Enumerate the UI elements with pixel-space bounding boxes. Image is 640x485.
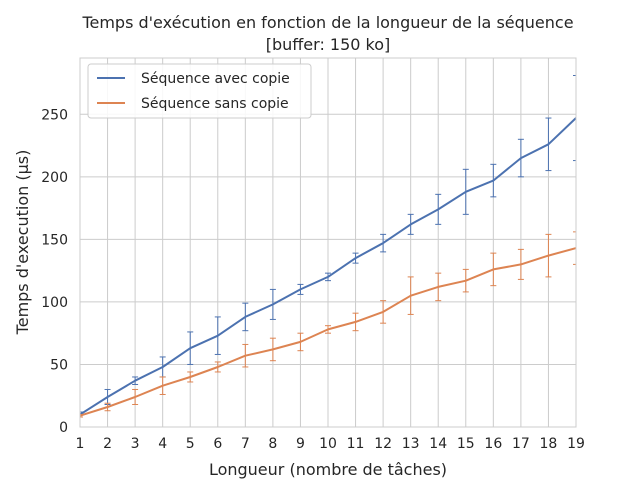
- y-tick-label: 250: [41, 107, 68, 123]
- x-tick-label: 13: [402, 436, 420, 452]
- x-tick-label: 4: [158, 436, 167, 452]
- x-tick-label: 1: [76, 436, 85, 452]
- plot-frame: [79, 57, 577, 428]
- legend-box: [87, 63, 312, 119]
- x-tick-label: 2: [103, 436, 112, 452]
- legend-label-series-1: Séquence avec copie: [141, 71, 290, 87]
- x-tick-label: 15: [457, 436, 475, 452]
- x-tick-label: 3: [131, 436, 140, 452]
- x-tick-label: 19: [567, 436, 585, 452]
- x-tick-label: 16: [484, 436, 502, 452]
- y-axis-label: Temps d'execution (µs): [13, 150, 32, 336]
- series-1: [80, 75, 576, 418]
- x-tick-label: 14: [429, 436, 447, 452]
- x-tick-label: 7: [241, 436, 250, 452]
- legend-label-series-2: Séquence sans copie: [141, 96, 289, 112]
- series-clip-group: [80, 75, 576, 418]
- tick-labels: 1 2 3 4 5 6 7 8 9 10 11 12 13 14 15 16 17 18 1905010015020…: [41, 107, 585, 452]
- series-layer: [80, 75, 576, 418]
- legend: Séquence avec copie Séquence sans copie: [87, 63, 312, 119]
- chart-subtitle: [buffer: 150 ko]: [266, 35, 391, 54]
- x-tick-label: 8: [268, 436, 277, 452]
- x-tick-label: 10: [319, 436, 337, 452]
- y-tick-label: 0: [59, 420, 68, 436]
- y-tick-label: 100: [41, 295, 68, 311]
- x-tick-label: 18: [540, 436, 558, 452]
- series-line-2: [80, 247, 576, 417]
- x-axis-label: Longueur (nombre de tâches): [209, 460, 447, 479]
- x-tick-label: 9: [296, 436, 305, 452]
- series-2: [80, 231, 576, 418]
- y-tick-label: 150: [41, 232, 68, 248]
- x-tick-label: 6: [213, 436, 222, 452]
- y-tick-label: 50: [50, 357, 68, 373]
- x-tick-label: 11: [347, 436, 365, 452]
- chart-title: Temps d'exécution en fonction de la long…: [81, 13, 573, 32]
- y-tick-label: 200: [41, 170, 68, 186]
- x-tick-label: 12: [374, 436, 392, 452]
- x-tick-label: 5: [186, 436, 195, 452]
- x-tick-label: 17: [512, 436, 530, 452]
- series-line-1: [80, 117, 576, 416]
